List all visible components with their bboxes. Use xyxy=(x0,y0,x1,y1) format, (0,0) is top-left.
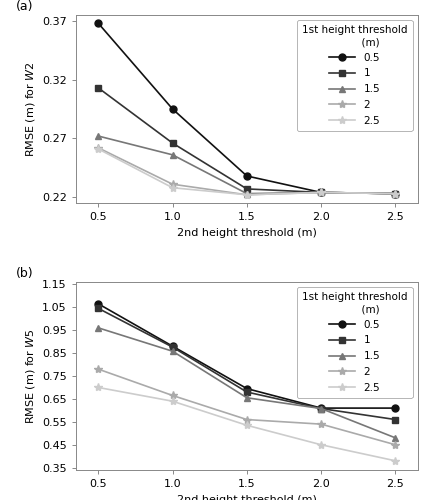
Text: (b): (b) xyxy=(16,267,34,280)
1 xyxy=(244,389,249,395)
0.5 xyxy=(96,301,101,307)
2 xyxy=(319,190,324,196)
1.5 xyxy=(170,152,175,158)
2 xyxy=(244,416,249,422)
0.5 xyxy=(170,106,175,112)
1.5 xyxy=(170,348,175,354)
Line: 1: 1 xyxy=(95,84,399,197)
1 xyxy=(170,344,175,350)
Legend: 0.5, 1, 1.5, 2, 2.5: 0.5, 1, 1.5, 2, 2.5 xyxy=(297,287,413,398)
2.5 xyxy=(96,146,101,152)
1 xyxy=(319,190,324,196)
2.5 xyxy=(244,192,249,198)
2.5 xyxy=(393,190,398,196)
X-axis label: 2nd height threshold (m): 2nd height threshold (m) xyxy=(177,494,317,500)
2 xyxy=(244,192,249,198)
1.5 xyxy=(96,325,101,331)
1.5 xyxy=(244,395,249,401)
Text: (a): (a) xyxy=(16,0,34,13)
Legend: 0.5, 1, 1.5, 2, 2.5: 0.5, 1, 1.5, 2, 2.5 xyxy=(297,20,413,131)
Y-axis label: RMSE (m) for $\mathit{W}$5: RMSE (m) for $\mathit{W}$5 xyxy=(24,328,37,424)
2 xyxy=(319,421,324,427)
Y-axis label: RMSE (m) for $\mathit{W}$2: RMSE (m) for $\mathit{W}$2 xyxy=(24,61,36,157)
Line: 1.5: 1.5 xyxy=(95,132,399,197)
1.5 xyxy=(393,190,398,196)
0.5 xyxy=(393,405,398,411)
Line: 2: 2 xyxy=(94,365,400,449)
0.5 xyxy=(319,190,324,196)
0.5 xyxy=(244,173,249,179)
1 xyxy=(96,306,101,312)
1.5 xyxy=(319,406,324,411)
2 xyxy=(96,145,101,151)
1 xyxy=(244,186,249,192)
2 xyxy=(393,442,398,448)
1.5 xyxy=(244,190,249,196)
2.5 xyxy=(96,384,101,390)
Line: 2.5: 2.5 xyxy=(94,145,400,199)
2.5 xyxy=(319,190,324,196)
0.5 xyxy=(319,405,324,411)
Line: 1: 1 xyxy=(95,305,399,423)
Line: 2: 2 xyxy=(94,144,400,199)
0.5 xyxy=(393,190,398,196)
2.5 xyxy=(319,442,324,448)
0.5 xyxy=(96,20,101,26)
Line: 2.5: 2.5 xyxy=(94,384,400,465)
2.5 xyxy=(393,458,398,464)
2 xyxy=(96,366,101,372)
1.5 xyxy=(96,133,101,139)
1 xyxy=(393,416,398,422)
1 xyxy=(319,406,324,411)
Line: 1.5: 1.5 xyxy=(95,324,399,442)
2 xyxy=(393,190,398,196)
0.5 xyxy=(170,343,175,349)
2.5 xyxy=(170,398,175,404)
1 xyxy=(96,85,101,91)
2.5 xyxy=(170,184,175,190)
X-axis label: 2nd height threshold (m): 2nd height threshold (m) xyxy=(177,228,317,237)
2.5 xyxy=(244,422,249,428)
0.5 xyxy=(244,386,249,392)
2 xyxy=(170,181,175,187)
1.5 xyxy=(393,435,398,441)
2 xyxy=(170,392,175,398)
Line: 0.5: 0.5 xyxy=(95,300,399,412)
1.5 xyxy=(319,190,324,196)
Line: 0.5: 0.5 xyxy=(95,20,399,197)
1 xyxy=(393,190,398,196)
1 xyxy=(170,140,175,146)
